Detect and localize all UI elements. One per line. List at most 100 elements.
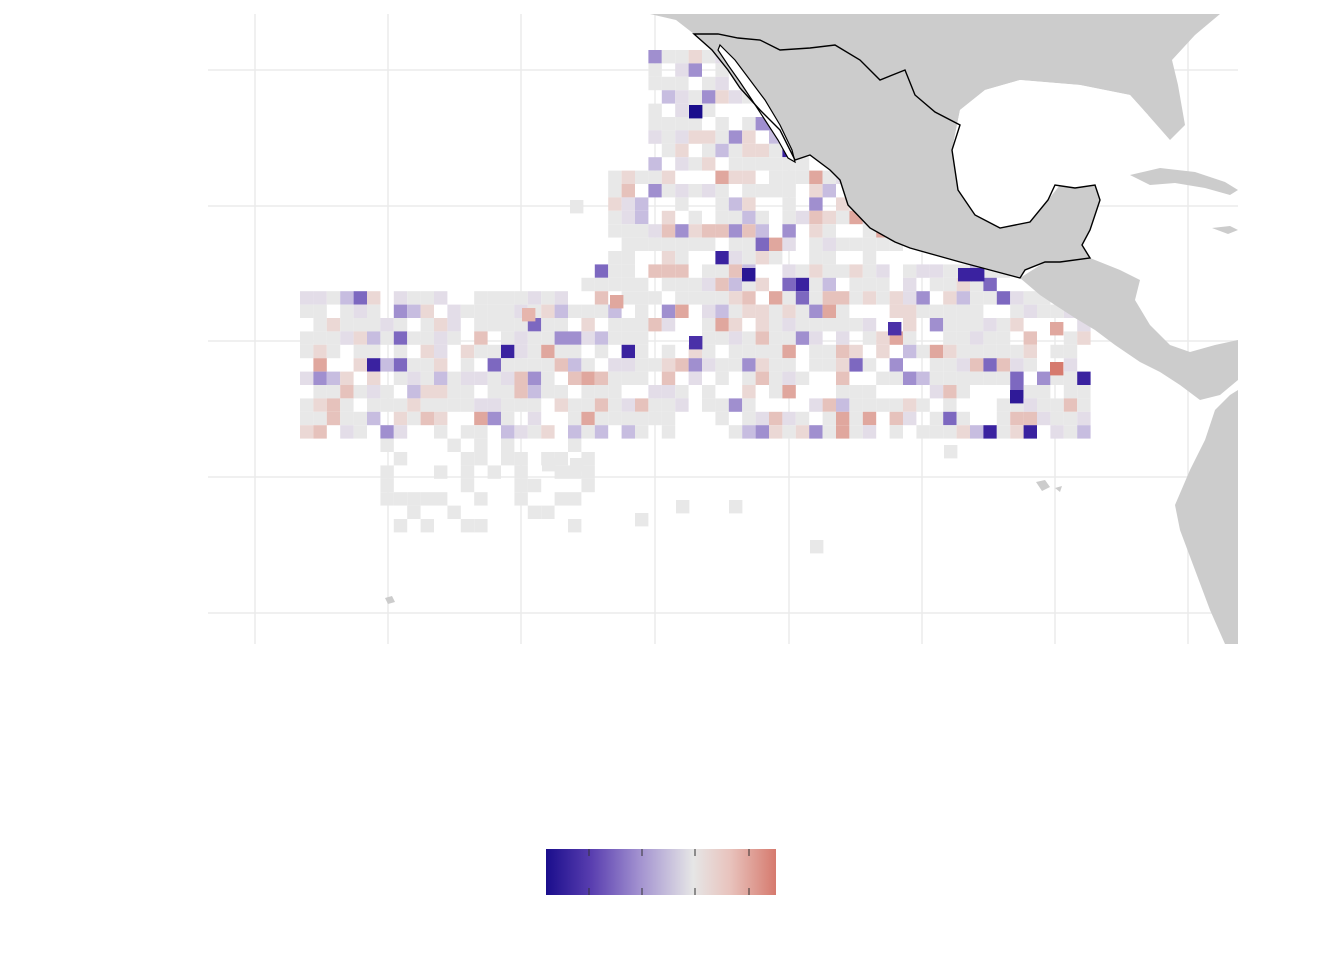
grid-cell [782,264,796,278]
grid-cell [956,371,970,385]
grid-cell [810,540,824,554]
grid-cell [836,237,850,251]
grid-cell [769,344,783,359]
grid-cell [661,304,676,318]
grid-cell [702,277,716,292]
grid-cell [393,492,408,506]
grid-cell [795,291,810,305]
grid-cell [769,237,783,251]
grid-cell [326,371,341,385]
grid-cell [353,411,367,426]
grid-cell [742,358,756,372]
grid-cell [380,465,394,479]
grid-cell [822,425,836,439]
grid-cell [688,277,702,292]
grid-cell [836,344,850,359]
grid-cell [675,304,689,318]
grid-cell [635,237,649,251]
grid-cell [688,184,702,198]
grid-cell [393,519,408,533]
grid-cell [822,411,836,426]
grid-cell [688,50,702,64]
grid-cell [648,63,662,77]
grid-cell [702,304,716,318]
grid-cell [570,458,584,472]
grid-cell [300,398,314,412]
grid-cell [501,385,515,399]
grid-cell [380,438,394,452]
grid-cell [675,224,689,238]
grid-cell [809,210,823,225]
grid-cell [809,398,823,412]
grid-cell [474,425,488,439]
grid-cell [715,371,729,385]
grid-cell [313,304,327,318]
grid-cell [715,358,729,372]
grid-cell [889,304,903,318]
grid-cell [675,143,689,158]
grid-cell [822,291,836,305]
grid-cell [822,398,836,412]
grid-cell [742,210,756,225]
grid-cell [889,371,903,385]
grid-cell [688,130,702,144]
grid-cell [836,304,850,318]
grid-cell [755,304,769,318]
grid-cell [728,291,743,305]
grid-cell [648,170,662,184]
grid-cell [903,318,917,332]
grid-cell [661,76,676,91]
grid-cell [568,519,582,533]
grid-cell [1063,398,1078,412]
grid-cell [769,170,783,184]
grid-cell [393,291,408,305]
grid-cell [420,371,434,385]
grid-cell [795,264,810,278]
grid-cell [594,291,609,305]
grid-cell [420,358,434,372]
grid-cell [996,411,1011,426]
grid-cell [594,371,609,385]
grid-cell [849,237,863,251]
grid-cell [675,117,689,131]
grid-cell [702,264,716,278]
grid-cell [742,197,756,211]
grid-cell [648,50,662,64]
grid-cell [554,304,568,318]
grid-cell [608,371,622,385]
grid-cell [554,492,568,506]
grid-cell [635,197,649,211]
grid-cell [943,411,957,426]
grid-cell [916,371,930,385]
grid-cell [943,344,957,359]
grid-cell [326,344,341,359]
grid-cell [728,331,743,345]
grid-cell [581,478,595,493]
grid-cell [380,385,394,399]
grid-cell [527,291,542,305]
grid-cell [541,344,555,359]
grid-cell [836,291,850,305]
grid-cell [728,210,743,225]
grid-cell [849,318,863,332]
grid-cell [943,277,957,292]
grid-cell [742,291,756,305]
grid-cell [608,277,622,292]
land-masses [385,14,1238,644]
grid-cell [782,237,796,251]
grid-cell [407,492,421,506]
grid-cell-highlight [971,268,985,282]
grid-cell [715,117,729,131]
grid-cell [326,318,341,332]
grid-cell [702,291,716,305]
grid-cell [460,371,475,385]
grid-cell [970,304,984,318]
grid-cell [474,371,488,385]
grid-cell [1063,411,1078,426]
grid-cell [393,452,408,466]
grid-cell [554,344,568,359]
grid-cell [702,318,716,332]
grid-cell [782,344,796,359]
grid-cell [661,210,676,225]
grid-cell [340,385,354,399]
